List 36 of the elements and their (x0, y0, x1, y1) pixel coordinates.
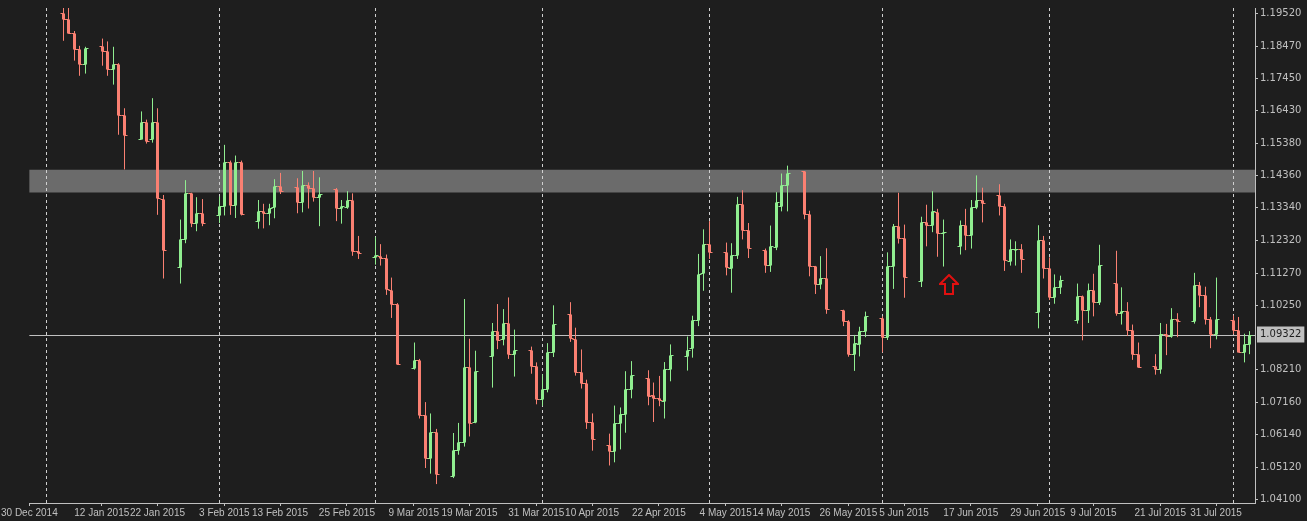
x-tick-label: 22 Apr 2015 (631, 506, 687, 518)
y-tick-label: 1.19520 (1260, 6, 1302, 18)
x-tick-label: 3 Feb 2015 (199, 506, 251, 518)
y-tick-label: 1.08210 (1260, 363, 1302, 375)
y-tick-label: 1.07160 (1260, 396, 1302, 408)
x-tick-label: 4 May 2015 (699, 506, 753, 518)
x-tick-label: 22 Jan 2015 (129, 506, 186, 518)
x-tick-label: 9 Mar 2015 (388, 506, 440, 518)
y-tick-label: 1.17450 (1260, 71, 1302, 83)
x-tick-label: 17 Jun 2015 (943, 506, 999, 518)
ref-line-label: 1.09322 (1260, 328, 1302, 340)
y-tick-label: 1.13340 (1260, 201, 1302, 213)
y-tick-label: 1.11270 (1260, 266, 1302, 278)
x-tick-label: 29 Jun 2015 (1010, 506, 1066, 518)
x-tick-label: 31 Mar 2015 (508, 506, 565, 518)
x-tick-label: 12 Jan 2015 (74, 506, 130, 518)
y-tick-label: 1.18470 (1260, 39, 1302, 51)
x-tick-label: 5 Jun 2015 (879, 506, 930, 518)
x-tick-label: 14 May 2015 (752, 506, 811, 518)
y-tick-label: 1.06140 (1260, 428, 1302, 440)
x-tick-label: 10 Apr 2015 (565, 506, 620, 518)
x-tick-label: 9 Jul 2015 (1070, 506, 1117, 518)
y-tick-label: 1.04100 (1260, 492, 1302, 504)
x-tick-label: 30 Dec 2014 (1, 506, 59, 518)
x-tick-label: 31 Jul 2015 (1190, 506, 1243, 518)
y-tick-label: 1.10250 (1260, 298, 1302, 310)
x-tick-label: 25 Feb 2015 (318, 506, 376, 518)
y-tick-label: 1.14360 (1260, 169, 1302, 181)
x-tick-label: 26 May 2015 (819, 506, 878, 518)
y-tick-label: 1.16430 (1260, 104, 1302, 116)
y-tick-label: 1.12320 (1260, 233, 1302, 245)
x-tick-label: 21 Jul 2015 (1134, 506, 1187, 518)
x-tick-label: 19 Mar 2015 (441, 506, 498, 518)
y-tick-label: 1.15380 (1260, 137, 1302, 149)
x-tick-label: 13 Feb 2015 (251, 506, 309, 518)
y-tick-label: 1.05120 (1260, 460, 1302, 472)
